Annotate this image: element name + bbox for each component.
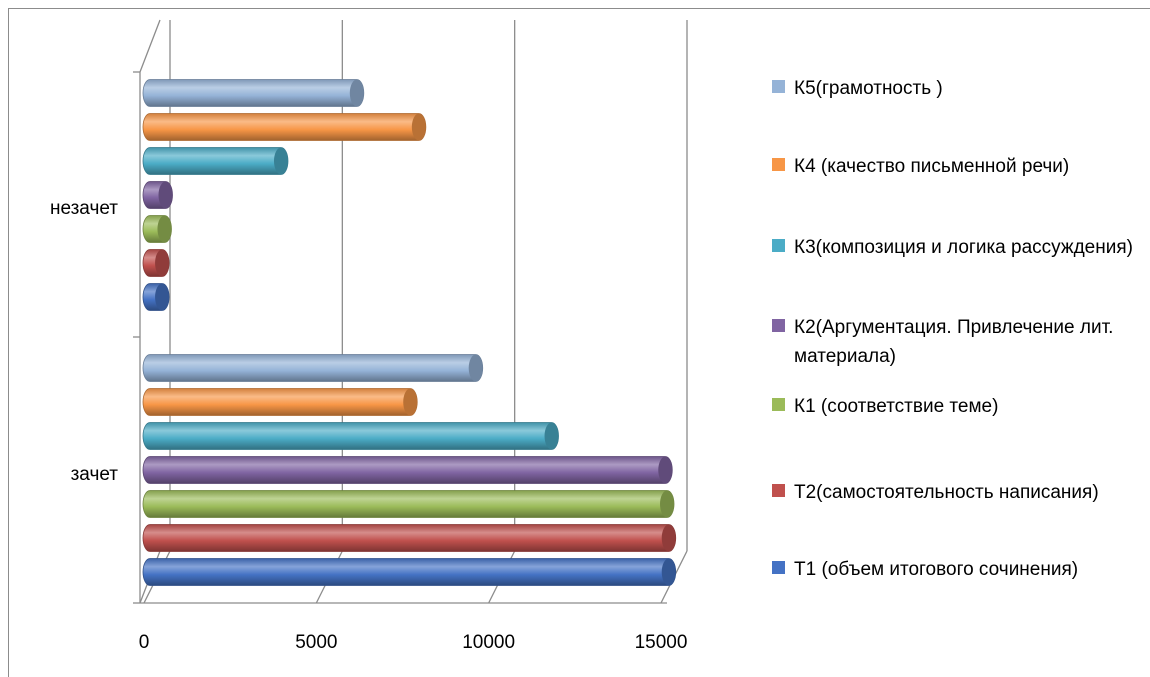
bar-body <box>142 113 427 141</box>
bar-body <box>142 354 484 382</box>
legend-label: Т2(самостоятельность написания) <box>794 482 1099 503</box>
bar-cap <box>158 181 173 209</box>
bar-cap <box>157 215 172 243</box>
bar-body <box>142 147 289 175</box>
bar-cap <box>155 283 170 311</box>
legend-swatch <box>772 484 785 497</box>
legend-label: Т1 (объем итогового сочинения) <box>794 559 1079 580</box>
bar-cap <box>544 422 559 450</box>
legend-swatch <box>772 398 785 411</box>
bar-cap <box>661 524 676 552</box>
category-label: незачет <box>50 198 118 219</box>
legend-label: К4 (качество письменной речи) <box>794 156 1070 177</box>
bar <box>142 283 170 311</box>
bar <box>142 181 173 209</box>
legend-swatch <box>772 239 785 252</box>
chart-bars <box>142 79 677 586</box>
x-tick-label: 5000 <box>295 632 337 653</box>
bar-cap <box>155 249 170 277</box>
bar <box>142 147 289 175</box>
bar-body <box>142 422 559 450</box>
bar <box>142 422 559 450</box>
chart-frame <box>8 8 1150 677</box>
chart-axes: 0 5000 10000 15000 зачет незачет <box>50 71 688 653</box>
bar <box>142 79 365 107</box>
x-tick-label: 0 <box>139 632 150 653</box>
x-tick-label: 10000 <box>462 632 515 653</box>
legend-label: К2(Аргументация. Привлечение лит. матери… <box>794 317 1114 367</box>
bar-cap <box>411 113 426 141</box>
bar <box>142 558 677 586</box>
legend-swatch <box>772 80 785 93</box>
legend-swatch <box>772 158 785 171</box>
bar-body <box>142 490 675 518</box>
category-label: зачет <box>71 464 119 485</box>
bar-body <box>142 79 365 107</box>
bar-cap <box>660 490 674 518</box>
bar <box>142 113 427 141</box>
legend-label: К5(грамотность ) <box>794 78 943 99</box>
bar-body <box>142 524 677 552</box>
bar <box>142 524 677 552</box>
bar-cap <box>661 558 676 586</box>
bar <box>142 249 170 277</box>
x-tick-label: 15000 <box>635 632 688 653</box>
bar-cap <box>273 147 288 175</box>
bar <box>142 354 484 382</box>
bar <box>142 215 172 243</box>
side-wall-top-edge <box>139 19 161 73</box>
bar-body <box>142 456 673 484</box>
bar-body <box>142 388 418 416</box>
legend-label: К1 (соответствие теме) <box>794 396 999 417</box>
legend-swatch <box>772 319 785 332</box>
bar-cap <box>468 354 483 382</box>
bar-body <box>142 558 677 586</box>
legend-swatch <box>772 561 785 574</box>
bar <box>142 388 418 416</box>
legend-label: К3(композиция и логика рассуждения) <box>794 237 1133 258</box>
bar <box>142 490 675 518</box>
bar <box>142 456 673 484</box>
bar-cap <box>349 79 364 107</box>
bar-cap <box>403 388 418 416</box>
bar-cap <box>658 456 673 484</box>
